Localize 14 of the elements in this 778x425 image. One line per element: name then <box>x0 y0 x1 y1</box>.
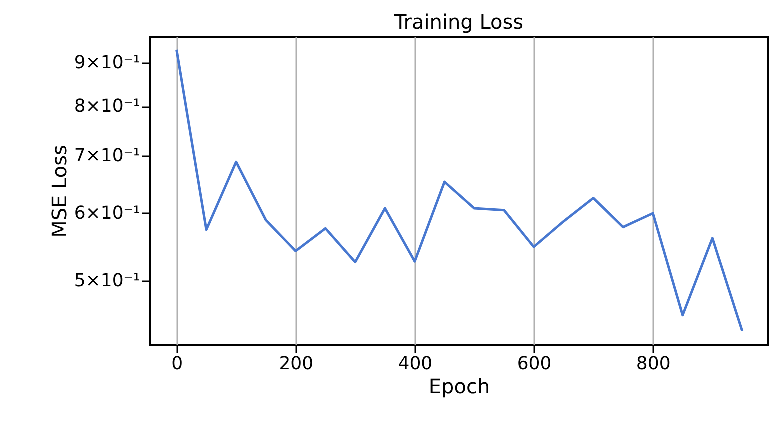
y-tick-label: 9×10⁻¹ <box>74 52 140 74</box>
y-tick-label: 6×10⁻¹ <box>74 202 140 224</box>
y-tick-label: 8×10⁻¹ <box>74 96 140 118</box>
x-tick-label: 800 <box>636 354 671 374</box>
x-tick-label: 400 <box>398 354 433 374</box>
x-tick-label: 0 <box>172 354 184 374</box>
x-tick-label: 200 <box>279 354 314 374</box>
line-series <box>176 48 744 332</box>
y-tick-label: 7×10⁻¹ <box>74 146 140 167</box>
y-tick-label: 5×10⁻¹ <box>74 270 140 292</box>
x-tick-label: 600 <box>517 354 552 374</box>
x-axis-title: Epoch <box>428 374 490 398</box>
chart-title: Training Loss <box>393 10 524 34</box>
y-axis-title: MSE Loss <box>47 145 72 238</box>
